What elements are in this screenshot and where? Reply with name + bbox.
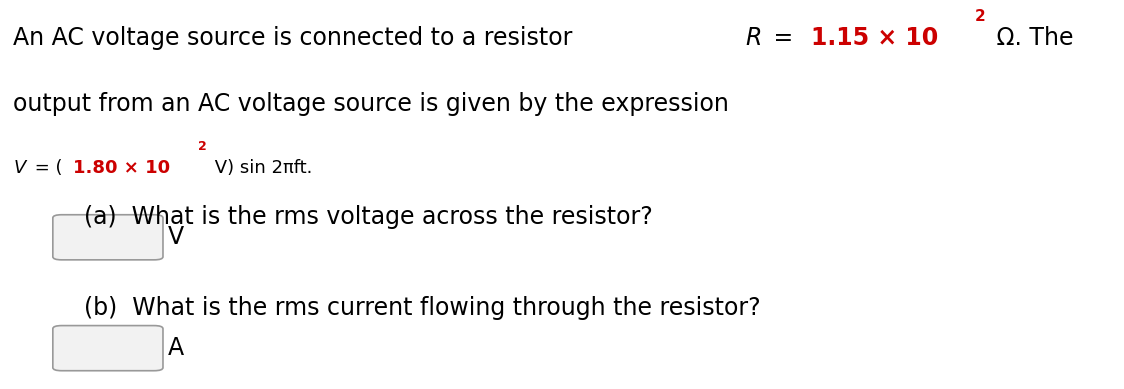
Text: V: V xyxy=(167,225,183,249)
Text: A: A xyxy=(167,336,183,360)
Text: R: R xyxy=(745,26,761,50)
Text: 2: 2 xyxy=(976,9,986,25)
Text: =: = xyxy=(767,26,800,50)
Text: 1.15 × 10: 1.15 × 10 xyxy=(810,26,939,50)
Text: output from an AC voltage source is given by the expression: output from an AC voltage source is give… xyxy=(13,92,729,116)
Text: An AC voltage source is connected to a resistor: An AC voltage source is connected to a r… xyxy=(13,26,580,50)
Text: 2: 2 xyxy=(198,140,207,153)
Text: V) sin 2πft.: V) sin 2πft. xyxy=(209,159,312,177)
Text: = (: = ( xyxy=(29,159,63,177)
Text: (b)  What is the rms current flowing through the resistor?: (b) What is the rms current flowing thro… xyxy=(84,296,761,320)
FancyBboxPatch shape xyxy=(53,215,163,260)
Text: Ω. The: Ω. The xyxy=(989,26,1073,50)
Text: (a)  What is the rms voltage across the resistor?: (a) What is the rms voltage across the r… xyxy=(84,205,653,229)
FancyBboxPatch shape xyxy=(53,326,163,371)
Text: V: V xyxy=(13,159,26,177)
Text: 1.80 × 10: 1.80 × 10 xyxy=(73,159,170,177)
